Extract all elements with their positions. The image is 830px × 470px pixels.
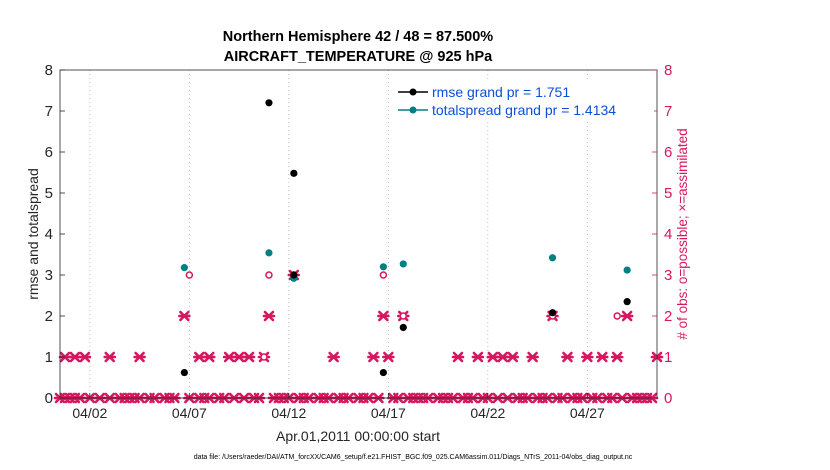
obs-assimilated-marker [496,351,510,363]
plot-background [60,70,657,398]
obs-assimilated-marker [202,351,216,363]
spread-point [548,254,557,262]
obs-assimilated-marker [262,310,276,322]
rmse-point [180,368,188,377]
obs-assimilated-marker [103,351,117,363]
x-tick-label: 04/17 [371,405,406,421]
y-tick-label-left: 4 [45,226,53,243]
axes-ticks: 04/02 04/07 04/12 04/17 04/22 04/27 0 0 1 1 2 2 3 3 4 4… [45,62,673,421]
x-tick-label: 04/12 [271,405,306,421]
y-tick-label-left: 6 [45,144,53,161]
obs-assimilated-marker [451,351,465,363]
legend-spread-label: totalspread grand pr = 1.4134 [432,102,616,118]
obs-assimilated-marker [620,310,634,322]
obs-assimilated-marker [610,351,624,363]
y-axis-label-right: # of obs: o=possible; ×=assimilated [675,128,690,339]
y-tick-label-right: 0 [664,390,672,407]
x-tick-label: 04/07 [172,405,207,421]
rmse-point [623,298,631,306]
spread-point [265,249,273,257]
rmse-point [379,368,387,377]
y-tick-label-right: 1 [664,349,672,366]
obs-assimilated-marker [222,351,236,363]
obs-assimilated-marker [242,351,256,363]
y-tick-label-right: 6 [664,144,672,161]
spread-point [180,264,188,272]
obs-assimilated-marker [382,351,395,363]
obs-possible-marker [613,312,621,320]
obs-assimilated-marker [178,310,191,322]
obs-assimilated-marker [506,351,520,363]
spread-point [379,263,387,271]
chart-title-line-1: Northern Hemisphere 42 / 48 = 87.500% [223,29,494,45]
y-axis-label-left: rmse and totalspread [25,168,41,300]
obs-assimilated-marker [471,351,485,363]
rmse-point [399,323,407,332]
chart-title-line-2: AIRCRAFT_TEMPERATURE @ 925 hPa [224,49,493,65]
legend-spread-marker [409,106,417,114]
y-tick-label-left: 3 [45,267,53,284]
y-tick-label-left: 8 [45,62,53,79]
rmse-point [265,99,273,107]
y-tick-label-left: 0 [45,390,53,407]
rmse-point [290,271,298,279]
obs-assimilated-marker [193,351,206,363]
legend-rmse-label: rmse grand pr = 1.751 [432,84,570,100]
obs-assimilated-marker [561,351,574,363]
y-tick-label-right: 8 [664,62,672,79]
obs-assimilated-marker [133,351,146,363]
y-tick-label-right: 2 [664,308,672,325]
y-tick-label-left: 5 [45,185,53,202]
rmse-point [548,309,557,317]
obs-assimilated-marker [581,351,594,363]
obs-assimilated-marker [486,351,500,363]
rmse-point [290,169,298,177]
obs-assimilated-marker [327,351,340,363]
obs-assimilated-marker [377,310,390,322]
obs-possible-marker [399,312,408,320]
y-tick-label-left: 2 [45,308,53,325]
x-tick-label: 04/22 [470,405,505,421]
obs-assimilated-marker [526,351,539,363]
y-tick-label-right: 3 [664,267,672,284]
y-tick-label-right: 4 [664,226,672,243]
obs-assimilated-marker [367,351,380,363]
y-tick-label-right: 7 [664,103,672,120]
spread-point [623,266,631,274]
y-tick-label-left: 7 [45,103,53,120]
x-axis-label: Apr.01,2011 00:00:00 start [276,428,440,444]
obs-assimilated-marker [232,351,246,363]
obs-assimilated-marker [78,351,92,363]
legend: rmse grand pr = 1.751 totalspread grand … [392,80,654,120]
obs-assimilated-marker [68,351,82,363]
grid [89,70,588,398]
obs-possible-marker [265,271,273,279]
x-tick-label: 04/27 [570,405,605,421]
y-tick-label-left: 1 [45,349,53,366]
x-tick-label: 04/02 [72,405,107,421]
obs-possible-marker [260,353,268,361]
y-tick-label-right: 5 [664,185,672,202]
spread-point [399,260,407,268]
data-file-footer: data file: /Users/raeder/DAI/ATM_forcXX/… [194,454,633,461]
obs-possible-marker [185,271,194,279]
legend-box [392,80,654,120]
obs-assimilated-marker [595,351,609,363]
obs-possible-marker [379,271,388,279]
legend-rmse-marker [409,88,417,96]
